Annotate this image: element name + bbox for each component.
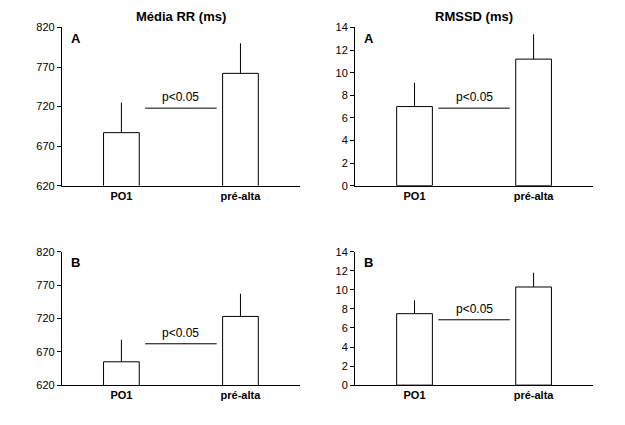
svg-text:RMSSD (ms): RMSSD (ms) bbox=[435, 9, 513, 24]
svg-text:8: 8 bbox=[342, 303, 348, 315]
svg-text:820: 820 bbox=[36, 246, 54, 258]
svg-text:770: 770 bbox=[36, 61, 54, 73]
svg-text:Média RR (ms): Média RR (ms) bbox=[136, 9, 226, 24]
svg-text:6: 6 bbox=[342, 112, 348, 124]
svg-text:2: 2 bbox=[342, 157, 348, 169]
svg-text:10: 10 bbox=[336, 284, 348, 296]
svg-text:p<0.05: p<0.05 bbox=[162, 326, 199, 340]
svg-text:2: 2 bbox=[342, 360, 348, 372]
svg-text:670: 670 bbox=[36, 346, 54, 358]
svg-text:pré-alta: pré-alta bbox=[514, 389, 555, 401]
svg-text:4: 4 bbox=[342, 341, 348, 353]
svg-text:pré-alta: pré-alta bbox=[221, 389, 262, 401]
svg-text:8: 8 bbox=[342, 89, 348, 101]
svg-text:PO1: PO1 bbox=[110, 389, 132, 401]
svg-text:820: 820 bbox=[36, 21, 54, 33]
svg-text:720: 720 bbox=[36, 312, 54, 324]
svg-text:PO1: PO1 bbox=[404, 389, 426, 401]
svg-text:770: 770 bbox=[36, 279, 54, 291]
svg-text:A: A bbox=[71, 31, 81, 46]
svg-text:B: B bbox=[71, 255, 80, 270]
svg-text:620: 620 bbox=[36, 180, 54, 192]
svg-text:12: 12 bbox=[336, 265, 348, 277]
svg-text:4: 4 bbox=[342, 134, 348, 146]
svg-text:PO1: PO1 bbox=[110, 190, 132, 202]
svg-text:10: 10 bbox=[336, 67, 348, 79]
svg-text:720: 720 bbox=[36, 100, 54, 112]
svg-text:620: 620 bbox=[36, 379, 54, 391]
svg-text:A: A bbox=[364, 31, 374, 46]
svg-text:PO1: PO1 bbox=[404, 190, 426, 202]
svg-text:670: 670 bbox=[36, 140, 54, 152]
svg-text:6: 6 bbox=[342, 322, 348, 334]
svg-text:0: 0 bbox=[342, 379, 348, 391]
svg-text:pré-alta: pré-alta bbox=[221, 190, 262, 202]
svg-text:14: 14 bbox=[336, 246, 348, 258]
svg-text:12: 12 bbox=[336, 44, 348, 56]
svg-text:p<0.05: p<0.05 bbox=[456, 302, 493, 316]
svg-text:p<0.05: p<0.05 bbox=[162, 90, 199, 104]
svg-text:14: 14 bbox=[336, 21, 348, 33]
svg-text:p<0.05: p<0.05 bbox=[456, 90, 493, 104]
svg-text:0: 0 bbox=[342, 180, 348, 192]
svg-text:pré-alta: pré-alta bbox=[514, 190, 555, 202]
svg-text:B: B bbox=[364, 255, 373, 270]
